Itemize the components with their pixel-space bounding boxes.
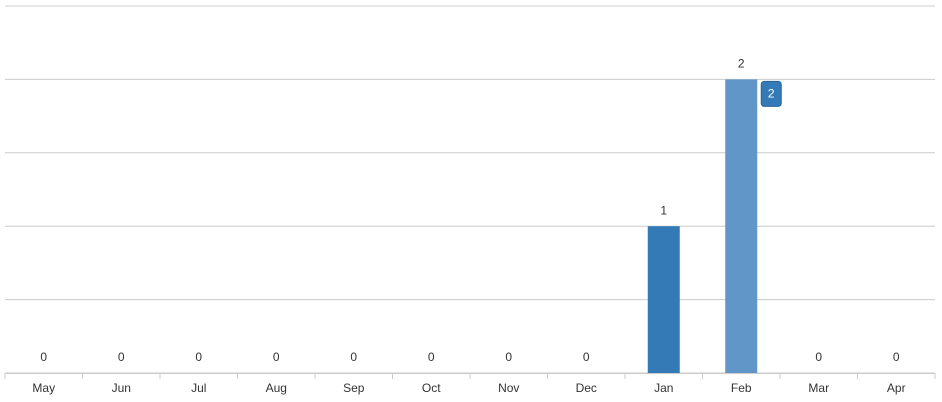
value-label: 0 bbox=[893, 350, 900, 364]
value-label: 0 bbox=[505, 350, 512, 364]
x-tick-label: Dec bbox=[576, 381, 597, 395]
x-tick-label: Feb bbox=[731, 381, 752, 395]
x-tick-label: May bbox=[32, 381, 55, 395]
x-tick-label: Jul bbox=[191, 381, 206, 395]
value-label: 0 bbox=[40, 350, 47, 364]
x-tick-label: Oct bbox=[422, 381, 441, 395]
bar bbox=[725, 79, 758, 374]
tooltip-box bbox=[760, 80, 782, 107]
tooltip: 2 bbox=[760, 80, 782, 107]
x-tick-label: Aug bbox=[266, 381, 287, 395]
x-tick-label: Jun bbox=[112, 381, 131, 395]
x-tick-label: Jan bbox=[654, 381, 673, 395]
value-label: 1 bbox=[660, 203, 667, 217]
x-tick-label: Apr bbox=[887, 381, 906, 395]
value-label: 0 bbox=[583, 350, 590, 364]
value-label: 0 bbox=[118, 350, 125, 364]
value-label: 0 bbox=[195, 350, 202, 364]
x-tick-label: Mar bbox=[808, 381, 829, 395]
value-label: 2 bbox=[738, 57, 745, 71]
bar bbox=[647, 226, 680, 373]
value-label: 0 bbox=[273, 350, 280, 364]
tooltip-text: 2 bbox=[768, 87, 775, 101]
value-label: 0 bbox=[428, 350, 435, 364]
value-label: 0 bbox=[815, 350, 822, 364]
value-label: 0 bbox=[350, 350, 357, 364]
x-tick-label: Nov bbox=[498, 381, 519, 395]
x-tick-label: Sep bbox=[343, 381, 365, 395]
